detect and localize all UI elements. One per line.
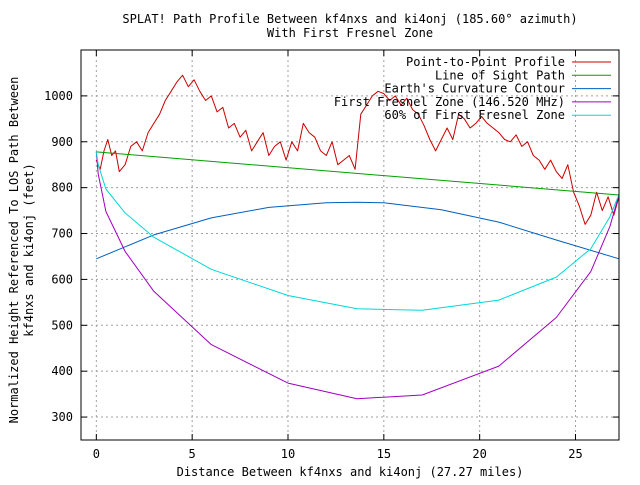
y-axis-label-line2: kf4nxs and ki4onj (feet) [22,163,36,336]
x-axis-label: Distance Between kf4nxs and ki4onj (27.2… [177,465,524,479]
y-tick-label: 400 [51,364,73,378]
series-line-4 [95,151,620,400]
series-line-2 [96,151,620,196]
x-tick-label: 20 [472,447,486,461]
x-tick-label: 5 [189,447,196,461]
x-tick-label: 25 [568,447,582,461]
legend-label-1: Point-to-Point Profile [406,55,565,69]
x-tick-label: 0 [93,447,100,461]
y-tick-label: 300 [51,410,73,424]
y-tick-label: 600 [51,272,73,286]
legend-label-2: Line of Sight Path [435,68,565,82]
y-tick-label: 900 [51,135,73,149]
legend-label-4: First Fresnel Zone (146.520 MHz) [334,95,565,109]
legend-label-3: Earth's Curvature Contour [384,82,565,96]
chart-title: SPLAT! Path Profile Between kf4nxs and k… [122,12,577,26]
y-axis-label-line1: Normalized Height Referenced To LOS Path… [7,77,21,424]
series-line-5 [95,151,620,311]
y-tick-label: 500 [51,318,73,332]
legend-label-5: 60% of First Fresnel Zone [384,108,565,122]
plot-frame [80,49,620,441]
series-line-1 [95,74,620,225]
x-tick-label: 15 [377,447,391,461]
y-tick-label: 800 [51,181,73,195]
x-tick-label: 10 [281,447,295,461]
y-tick-label: 1000 [44,89,73,103]
series-line-3 [96,201,620,260]
y-tick-label: 700 [51,227,73,241]
chart-subtitle: With First Fresnel Zone [267,26,433,40]
